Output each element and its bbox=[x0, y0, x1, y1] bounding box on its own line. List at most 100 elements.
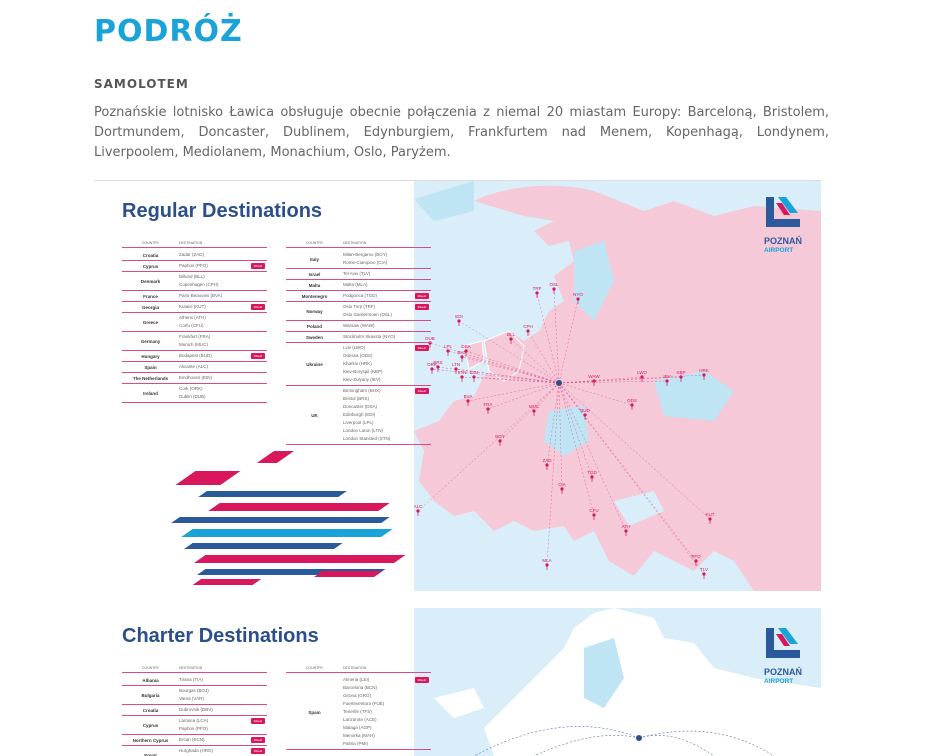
route-lines bbox=[417, 288, 711, 575]
destination-cell: Bristol (BRS) bbox=[343, 396, 370, 401]
weekly-badge: Weekl bbox=[414, 304, 429, 310]
pin-marker: ORK bbox=[427, 362, 437, 374]
route-line bbox=[546, 382, 560, 466]
route-line bbox=[487, 382, 560, 410]
table-row: France Paris-Beauvais (BVA) bbox=[122, 291, 267, 302]
pin-marker: TGD bbox=[587, 470, 597, 482]
pin-marker: IEV bbox=[663, 374, 671, 386]
logo-name: POZNAŃ bbox=[764, 667, 802, 677]
table-row: Ireland Cork (ORK) Dublin (DUB) bbox=[122, 384, 267, 403]
destination-cell: Varna (VAR) bbox=[179, 696, 204, 701]
pin-head bbox=[457, 319, 461, 323]
table-row: Croatia Zadar (ZAD) bbox=[122, 250, 267, 261]
destination-cell: Kiev-Zulyany (IEV) bbox=[343, 377, 381, 382]
column-header-destination: DESTINATION bbox=[179, 666, 203, 670]
pin-label: ZAD bbox=[543, 458, 553, 463]
destination-cell: Kiev-Boryspil (KBP) bbox=[343, 369, 383, 374]
airport-logo-icon bbox=[766, 197, 800, 227]
table-row: Croatia Dubrovnik (DBV) bbox=[122, 705, 267, 716]
pin-label: STN bbox=[458, 370, 467, 375]
destination-cell: Malta (MLA) bbox=[343, 282, 368, 287]
pin-head bbox=[430, 367, 434, 371]
route-line bbox=[465, 350, 560, 384]
pin-head bbox=[466, 399, 470, 403]
page-title: PODRÓŻ bbox=[94, 14, 243, 49]
country-cell: UK bbox=[311, 412, 318, 418]
destination-cell: Stockholm Skavsta (NYO) bbox=[343, 334, 396, 339]
pin-label: WAW bbox=[588, 374, 600, 379]
pin-marker: ATH bbox=[622, 524, 630, 536]
country-cell: Denmark bbox=[140, 278, 161, 284]
destination-cell: Girona (GRO) bbox=[343, 693, 372, 698]
pin-head bbox=[694, 559, 698, 563]
destination-cell: Corfu (CFU) bbox=[179, 323, 204, 328]
route-line bbox=[558, 382, 595, 516]
charter-table-left: COUNTRY DESTINATION Albania Tirana (TIA) Bu… bbox=[122, 666, 267, 756]
pin-head bbox=[460, 355, 464, 359]
country-cell: Greece bbox=[142, 319, 159, 325]
pin-marker: WAW bbox=[588, 374, 600, 386]
pin-marker: MUC bbox=[529, 404, 540, 416]
pin-head bbox=[545, 463, 549, 467]
pin-label: MLA bbox=[542, 558, 551, 563]
weekly-badge: Weekl bbox=[250, 304, 265, 310]
pin-head bbox=[436, 365, 440, 369]
pin-marker: BGY bbox=[495, 434, 505, 446]
destination-cell: Hurghada (HRG) bbox=[179, 748, 214, 753]
pin-marker: CFU bbox=[589, 508, 599, 520]
weekly-badge: Weekl bbox=[250, 748, 265, 754]
table-row: Spain Alicante (ALC) bbox=[122, 362, 267, 373]
pin-label: KBP bbox=[676, 370, 685, 375]
destination-cell: Barcelona (BCN) bbox=[343, 685, 378, 690]
pin-marker: STN bbox=[458, 370, 467, 382]
country-cell: Montenegro bbox=[301, 293, 328, 299]
country-cell: Georgia bbox=[141, 304, 159, 310]
route-line bbox=[558, 382, 633, 406]
table-row: Sweden Stockholm Skavsta (NYO) bbox=[286, 332, 431, 343]
destination-cell: Alicante (ALC) bbox=[179, 364, 209, 369]
country-cell: Ireland bbox=[143, 390, 158, 396]
destination-cell: Oslo Torp (TRF) bbox=[343, 304, 376, 309]
route-line bbox=[558, 382, 586, 416]
pin-marker: ODS bbox=[627, 398, 637, 410]
pin-marker: HRK bbox=[699, 368, 709, 380]
country-cell: Italy bbox=[309, 256, 319, 262]
destination-cell: Tirana (TIA) bbox=[179, 677, 203, 682]
pin-label: DSA bbox=[461, 344, 470, 349]
pin-label: BHX bbox=[457, 350, 466, 355]
pin-marker: BLL bbox=[507, 332, 515, 344]
regular-destinations-title: Regular Destinations bbox=[122, 200, 323, 222]
destination-cell: Menorka (MAH) bbox=[343, 733, 375, 738]
destinations-table-right: COUNTRY DESTINATION Italy Milan-Bergamo (B… bbox=[286, 241, 431, 445]
pin-marker: LTN bbox=[452, 362, 460, 374]
pin-marker: LWO bbox=[637, 370, 647, 382]
table-row: Israel Tel Aviv (TLV) bbox=[286, 269, 431, 280]
column-header-destination: DESTINATION bbox=[179, 241, 203, 245]
destinations-table-left: COUNTRY DESTINATION Croatia Zadar (ZAD) Cyp… bbox=[122, 241, 267, 403]
column-header-country: COUNTRY bbox=[305, 666, 324, 670]
charter-destinations-title: Charter Destinations bbox=[122, 625, 319, 647]
pin-label: BRS bbox=[433, 360, 442, 365]
destination-cell: Zadar (ZAD) bbox=[179, 252, 205, 257]
pin-marker: TRF bbox=[533, 286, 542, 298]
table-row: Hungary Budapest (BUD) Weekl bbox=[122, 351, 267, 362]
route-line bbox=[455, 368, 560, 384]
destination-cell: Kharkiv (HRK) bbox=[343, 361, 372, 366]
europe-map bbox=[414, 608, 821, 756]
pin-label: EIN bbox=[470, 370, 478, 375]
pin-label: TGD bbox=[587, 470, 597, 475]
route-line bbox=[558, 382, 627, 532]
pin-marker: KUT bbox=[706, 512, 715, 524]
pin-head bbox=[486, 407, 490, 411]
pin-label: KUT bbox=[706, 512, 715, 517]
pin-marker: ALC bbox=[414, 504, 423, 516]
table-row: Cyprus Larnaca (LCA) Paphos (PFO) Weekl bbox=[122, 716, 267, 735]
pin-label: TLV bbox=[700, 567, 708, 572]
pin-head bbox=[552, 287, 556, 291]
pin-label: BUD bbox=[580, 408, 590, 413]
destination-cell: Tel Aviv (TLV) bbox=[343, 271, 371, 276]
pin-marker: EDI bbox=[455, 314, 463, 326]
country-cell: Hungary bbox=[141, 353, 160, 359]
destination-cell: Cork (ORK) bbox=[179, 386, 203, 391]
